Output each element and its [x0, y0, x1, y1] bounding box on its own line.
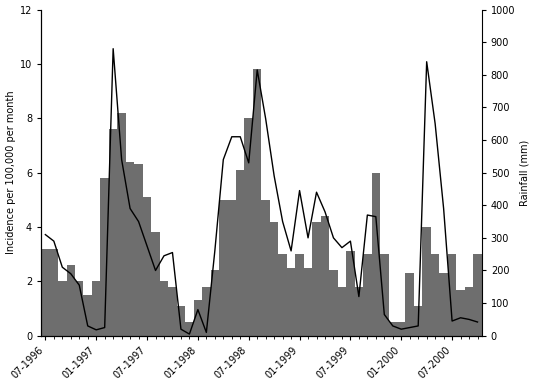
Y-axis label: Rainfall (mm): Rainfall (mm): [519, 139, 530, 206]
Bar: [456, 290, 465, 336]
Bar: [465, 287, 473, 336]
Bar: [388, 322, 397, 336]
Bar: [329, 271, 338, 336]
Y-axis label: Incidence per 100,000 per month: Incidence per 100,000 per month: [5, 91, 16, 254]
Bar: [287, 268, 295, 336]
Bar: [321, 216, 329, 336]
Bar: [227, 200, 236, 336]
Bar: [448, 254, 456, 336]
Bar: [168, 287, 177, 336]
Bar: [41, 249, 50, 336]
Bar: [58, 281, 66, 336]
Bar: [380, 254, 388, 336]
Bar: [406, 273, 414, 336]
Bar: [160, 281, 168, 336]
Bar: [244, 118, 253, 336]
Bar: [473, 254, 482, 336]
Bar: [363, 254, 372, 336]
Bar: [219, 200, 227, 336]
Bar: [253, 69, 262, 336]
Bar: [270, 222, 278, 336]
Bar: [177, 306, 185, 336]
Bar: [355, 287, 363, 336]
Bar: [109, 129, 117, 336]
Bar: [236, 170, 244, 336]
Bar: [304, 268, 312, 336]
Bar: [211, 271, 219, 336]
Bar: [295, 254, 304, 336]
Bar: [312, 222, 321, 336]
Bar: [439, 273, 448, 336]
Bar: [397, 322, 406, 336]
Bar: [338, 287, 346, 336]
Bar: [66, 265, 75, 336]
Bar: [262, 200, 270, 336]
Bar: [101, 178, 109, 336]
Bar: [83, 295, 92, 336]
Bar: [50, 249, 58, 336]
Bar: [143, 197, 151, 336]
Bar: [194, 300, 202, 336]
Bar: [431, 254, 439, 336]
Bar: [414, 306, 423, 336]
Bar: [202, 287, 211, 336]
Bar: [92, 281, 101, 336]
Bar: [126, 162, 134, 336]
Bar: [185, 322, 194, 336]
Bar: [134, 164, 143, 336]
Bar: [151, 232, 160, 336]
Bar: [75, 281, 83, 336]
Bar: [423, 227, 431, 336]
Bar: [117, 113, 126, 336]
Bar: [278, 254, 287, 336]
Bar: [372, 173, 380, 336]
Bar: [346, 251, 355, 336]
